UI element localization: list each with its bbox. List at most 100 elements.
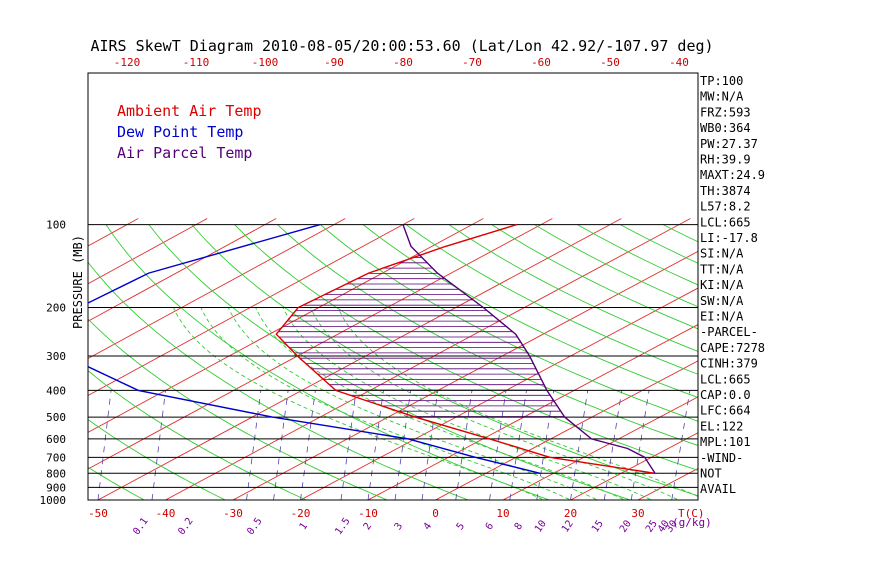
mixing-ratio-tick-label: 10	[533, 518, 549, 534]
dry-adiabat-line	[149, 225, 648, 506]
top-temp-tick-label: -40	[669, 56, 689, 69]
dry-adiabat-line	[63, 225, 484, 506]
mixing-ratio-tick-label: 0.2	[176, 516, 195, 537]
sounding-index-label: LCL:665	[700, 372, 751, 386]
bottom-temp-tick-label: 30	[631, 507, 644, 520]
legend-entry: Air Parcel Temp	[117, 144, 252, 162]
y-axis-label: PRESSURE (MB)	[71, 235, 85, 329]
isotherm-line	[357, 218, 870, 505]
bottom-temp-tick-label: -50	[88, 507, 108, 520]
sounding-index-label: NOT	[700, 467, 722, 481]
sounding-index-label: L57:8.2	[700, 200, 751, 214]
mixing-ratio-tick-label: 1	[298, 521, 310, 532]
pressure-tick-label: 800	[46, 467, 66, 480]
mixing-ratio-tick-label: 5	[455, 521, 467, 532]
mixing-ratio-tick-label: 3	[393, 521, 405, 532]
sounding-index-label: -WIND-	[700, 451, 743, 465]
sounding-index-label: FRZ:593	[700, 105, 751, 119]
pressure-tick-label: 300	[46, 350, 66, 363]
mixing-ratio-line	[571, 390, 588, 500]
mixing-ratio-line	[274, 390, 289, 500]
mixing-ratio-tick-label: 1.5	[333, 516, 352, 537]
sounding-index-label: SW:N/A	[700, 294, 744, 308]
sounding-index-label: EI:N/A	[700, 310, 744, 324]
dry-adiabat-line	[663, 225, 870, 506]
sounding-index-label: LCL:665	[700, 215, 751, 229]
top-temp-tick-label: -60	[531, 56, 551, 69]
chart-title: AIRS SkewT Diagram 2010-08-05/20:00:53.6…	[90, 37, 713, 55]
top-temp-tick-label: -90	[324, 56, 344, 69]
pressure-tick-label: 900	[46, 481, 66, 494]
dry-adiabat-line	[749, 225, 870, 506]
sounding-index-label: TP:100	[700, 74, 743, 88]
dry-adiabat-line	[492, 225, 870, 506]
bottom-temp-tick-label: 20	[564, 507, 577, 520]
pressure-tick-label: 1000	[40, 494, 67, 507]
mixing-ratio-line	[456, 390, 472, 500]
legend-entry: Ambient Air Temp	[117, 102, 262, 120]
mixing-ratio-tick-label: 0.5	[245, 516, 264, 537]
isotherm-line	[20, 218, 553, 505]
series-line	[403, 225, 655, 474]
top-temp-tick-label: -120	[114, 56, 141, 69]
pressure-tick-label: 100	[46, 219, 66, 232]
pressure-tick-label: 200	[46, 302, 66, 315]
legend-entry: Dew Point Temp	[117, 123, 243, 141]
sounding-index-label: KI:N/A	[700, 278, 744, 292]
mixing-ratio-line	[247, 390, 261, 500]
dry-adiabat-line	[835, 225, 870, 506]
series-line	[65, 225, 540, 474]
isotherm-line	[762, 218, 870, 505]
dry-adiabat-line	[792, 225, 870, 506]
sounding-index-label: TH:3874	[700, 184, 751, 198]
sounding-index-label: CINH:379	[700, 357, 758, 371]
dry-adiabat-line	[363, 225, 870, 506]
mixing-ratio-tick-label: 2	[362, 521, 374, 532]
top-temp-tick-label: -100	[252, 56, 279, 69]
top-temp-tick-label: -50	[600, 56, 620, 69]
series-line	[276, 225, 655, 474]
mixing-ratio-line	[490, 390, 507, 500]
mixing-ratio-line	[631, 390, 649, 500]
dry-adiabat-line	[406, 225, 870, 506]
sounding-index-label: SI:N/A	[700, 247, 744, 261]
bottom-temp-tick-label: -30	[223, 507, 243, 520]
mixing-ratio-tick-label: 0.1	[131, 516, 150, 537]
sounding-index-label: AVAIL	[700, 482, 736, 496]
pressure-tick-label: 400	[46, 384, 66, 397]
mixing-ratio-tick-label: 4	[422, 521, 434, 532]
sounding-index-label: MPL:101	[700, 435, 751, 449]
bottom-temp-tick-label: -40	[156, 507, 176, 520]
bottom-temp-tick-label: 0	[432, 507, 439, 520]
bottom-temp-tick-label: 10	[496, 507, 509, 520]
top-temp-tick-label: -70	[462, 56, 482, 69]
mixing-ratio-tick-label: 8	[513, 521, 525, 532]
mixing-ratio-line	[98, 390, 111, 500]
isotherm-line	[87, 218, 621, 505]
pressure-tick-label: 500	[46, 411, 66, 424]
sounding-index-label: TT:N/A	[700, 262, 744, 276]
bottom-temp-tick-label: -20	[291, 507, 311, 520]
sounding-index-label: MW:N/A	[700, 90, 744, 104]
mixing-ratio-line	[301, 390, 316, 500]
sounding-index-label: EL:122	[700, 419, 743, 433]
mixing-ratio-unit-label: (g/kg)	[672, 516, 712, 529]
sounding-index-label: CAPE:7278	[700, 341, 765, 355]
top-temp-tick-label: -80	[393, 56, 413, 69]
sounding-index-label: RH:39.9	[700, 153, 751, 167]
sounding-index-label: MAXT:24.9	[700, 168, 765, 182]
isotherm-line	[0, 218, 207, 505]
pressure-tick-label: 600	[46, 433, 66, 446]
top-temp-tick-label: -110	[183, 56, 210, 69]
dry-adiabat-line	[277, 225, 870, 506]
sounding-index-label: LFC:664	[700, 404, 751, 418]
bottom-temp-tick-label: -10	[358, 507, 378, 520]
mixing-ratio-line	[152, 390, 166, 500]
mixing-ratio-tick-label: 12	[560, 518, 576, 534]
mixing-ratio-tick-label: 20	[618, 518, 634, 534]
sounding-index-label: LI:-17.8	[700, 231, 758, 245]
isotherm-line	[0, 218, 138, 505]
sounding-index-label: -PARCEL-	[700, 325, 758, 339]
